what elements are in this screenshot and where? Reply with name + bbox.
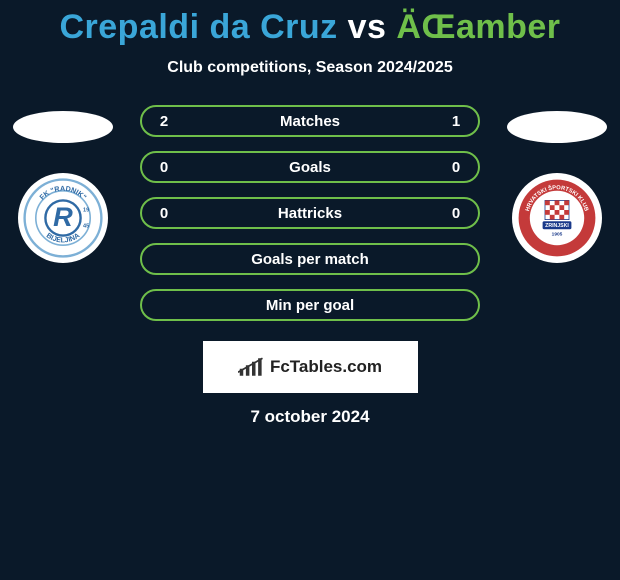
svg-text:ZRINJSKI: ZRINJSKI (545, 223, 569, 229)
stat-left-value: 2 (154, 113, 174, 130)
title-vs: vs (348, 8, 387, 46)
title-player1: Crepaldi da Cruz (59, 8, 337, 46)
stat-row-goals-per-match: Goals per match (140, 243, 480, 275)
stat-label: Goals (174, 159, 446, 176)
bar-chart-icon (238, 356, 266, 378)
date-text: 7 october 2024 (0, 407, 620, 427)
svg-text:R: R (53, 201, 73, 232)
stat-label: Matches (174, 113, 446, 130)
club-crest-left: FK "RADNIK" BIJELJINA R 19 45 (18, 173, 108, 263)
stat-row-hattricks: 0 Hattricks 0 (140, 197, 480, 229)
stat-label: Goals per match (154, 251, 466, 268)
svg-text:19: 19 (83, 208, 89, 214)
stats-column: 2 Matches 1 0 Goals 0 0 Hattricks 0 Goal… (118, 105, 502, 321)
stat-label: Hattricks (174, 205, 446, 222)
stat-row-matches: 2 Matches 1 (140, 105, 480, 137)
stat-row-min-per-goal: Min per goal (140, 289, 480, 321)
right-column: HRVATSKI ŠPORTSKI KLUB MOSTAR (502, 105, 612, 263)
zrinjski-crest-icon: HRVATSKI ŠPORTSKI KLUB MOSTAR (517, 178, 597, 258)
stat-left-value: 0 (154, 159, 174, 176)
stat-row-goals: 0 Goals 0 (140, 151, 480, 183)
stat-right-value: 0 (446, 159, 466, 176)
svg-text:45: 45 (83, 224, 89, 230)
brand-watermark: FcTables.com (203, 341, 418, 393)
radnik-crest-icon: FK "RADNIK" BIJELJINA R 19 45 (23, 178, 103, 258)
stat-left-value: 0 (154, 205, 174, 222)
stat-label: Min per goal (154, 297, 466, 314)
player2-avatar-placeholder (507, 111, 607, 143)
subtitle: Club competitions, Season 2024/2025 (0, 59, 620, 77)
title-player2: ÄŒamber (396, 8, 560, 46)
page-title: Crepaldi da Cruz vs ÄŒamber (0, 8, 620, 47)
left-column: FK "RADNIK" BIJELJINA R 19 45 (8, 105, 118, 263)
main-row: FK "RADNIK" BIJELJINA R 19 45 2 Matches … (0, 105, 620, 321)
player1-avatar-placeholder (13, 111, 113, 143)
comparison-card: Crepaldi da Cruz vs ÄŒamber Club competi… (0, 0, 620, 427)
stat-right-value: 0 (446, 205, 466, 222)
brand-text: FcTables.com (270, 357, 382, 377)
club-crest-right: HRVATSKI ŠPORTSKI KLUB MOSTAR (512, 173, 602, 263)
svg-text:1905: 1905 (552, 232, 563, 238)
stat-right-value: 1 (446, 113, 466, 130)
